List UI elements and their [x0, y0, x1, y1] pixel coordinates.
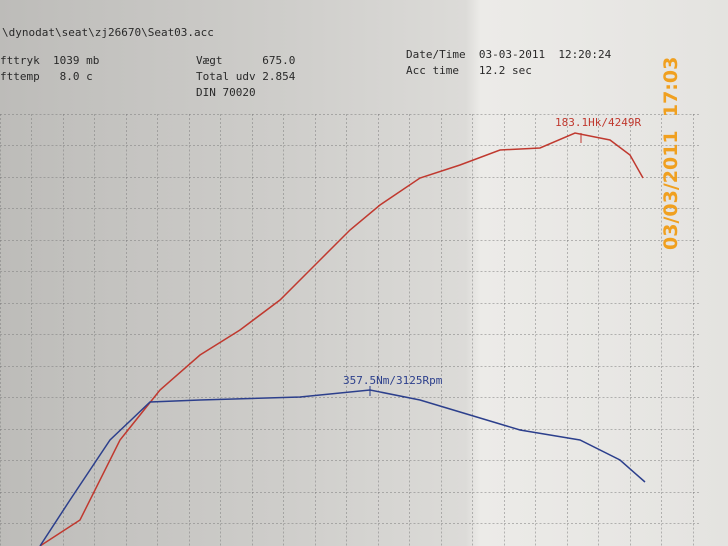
pressure: fttryk 1039 mb [0, 54, 100, 67]
acc-time: Acc time 12.2 sec [406, 64, 532, 77]
power-peak-label: 183.1Hk/4249R [555, 116, 642, 129]
weight: Vægt 675.0 [196, 54, 296, 67]
date-stamp: 03/03/2011 17:03 [660, 56, 682, 250]
temperature: fttemp 8.0 c [0, 70, 93, 83]
standard: DIN 70020 [196, 86, 256, 99]
grid [0, 114, 700, 546]
total: Total udv 2.854 [196, 70, 296, 83]
torque-peak-label: 357.5Nm/3125Rpm [343, 374, 443, 387]
datetime: Date/Time 03-03-2011 12:20:24 [406, 48, 612, 61]
file-path: \dynodat\seat\zj26670\Seat03.acc [2, 26, 214, 39]
